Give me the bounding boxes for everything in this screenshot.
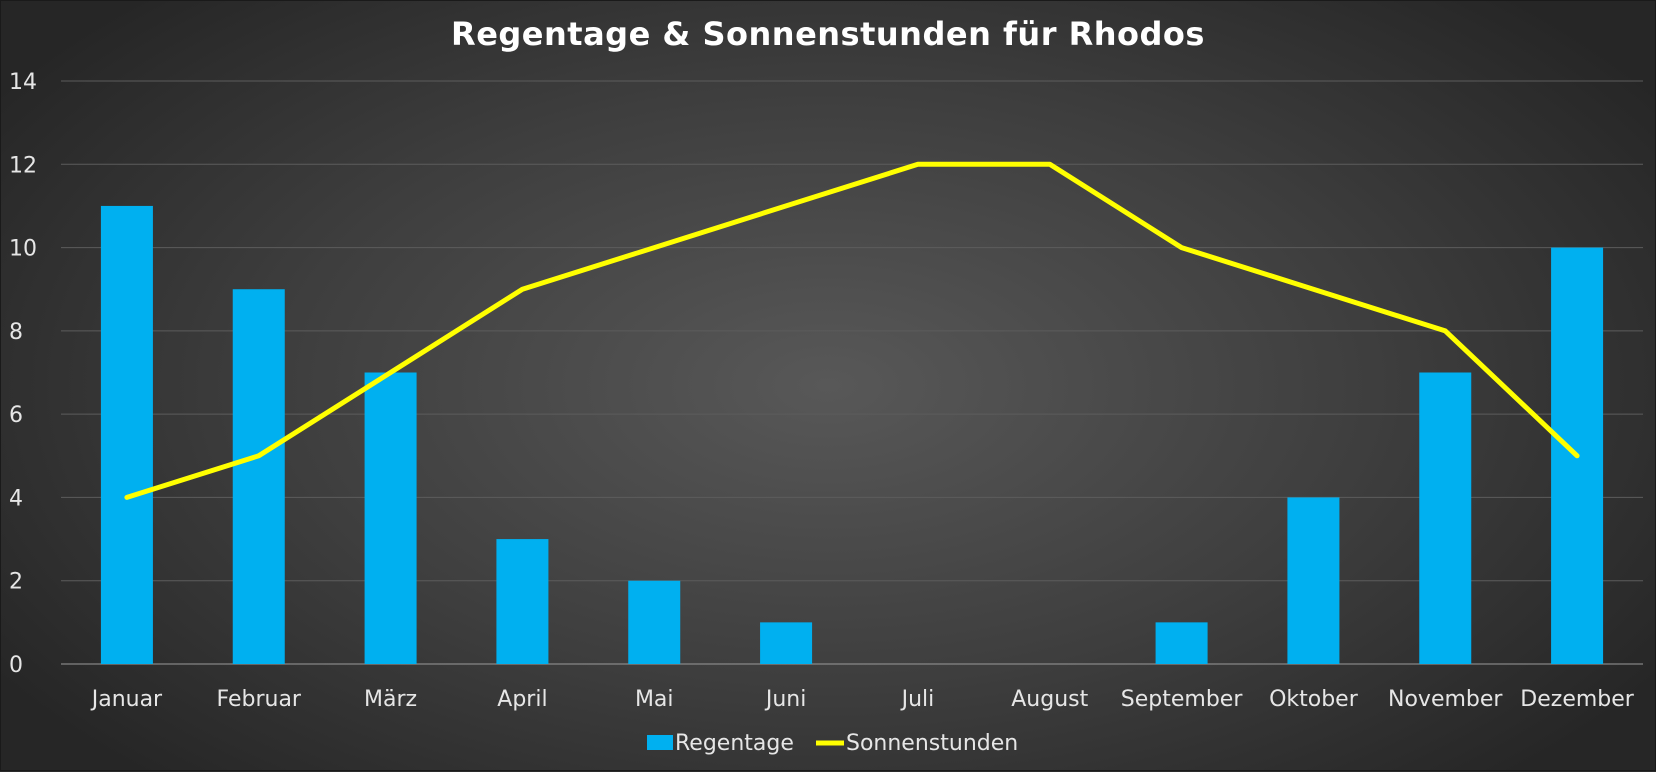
y-tick-label: 14 <box>9 70 37 95</box>
x-tick-label: Mai <box>635 687 674 712</box>
x-tick-label: August <box>1011 687 1088 712</box>
x-axis: Januar Februar März April Mai Juni Juli August S… <box>90 687 1635 712</box>
y-tick-label: 10 <box>9 237 37 262</box>
y-tick-label: 8 <box>9 320 23 345</box>
x-tick-label: Juni <box>764 687 807 712</box>
gridlines <box>61 81 1643 664</box>
bar-regentage <box>1419 373 1471 665</box>
bar-regentage <box>628 581 680 664</box>
y-axis: 0 2 4 6 8 10 12 14 <box>9 70 37 678</box>
legend: Regentage Sonnenstunden <box>647 731 1018 756</box>
legend-label-sonnenstunden: Sonnenstunden <box>846 731 1018 756</box>
x-tick-label: September <box>1121 687 1244 712</box>
y-tick-label: 12 <box>9 153 37 178</box>
bar-regentage <box>760 622 812 664</box>
bar-regentage <box>233 289 285 664</box>
bar-series <box>101 206 1603 664</box>
bar-regentage <box>1156 622 1208 664</box>
legend-label-regentage: Regentage <box>675 731 794 756</box>
y-tick-label: 4 <box>9 486 23 511</box>
y-tick-label: 6 <box>9 403 23 428</box>
x-tick-label: März <box>364 687 417 712</box>
x-tick-label: Februar <box>217 687 302 712</box>
y-tick-label: 2 <box>9 570 23 595</box>
x-tick-label: Dezember <box>1520 687 1634 712</box>
bar-regentage <box>496 539 548 664</box>
x-tick-label: Oktober <box>1269 687 1359 712</box>
legend-swatch-regentage <box>647 735 673 750</box>
x-tick-label: April <box>497 687 547 712</box>
x-tick-label: Juli <box>900 687 935 712</box>
bar-regentage <box>365 373 417 665</box>
x-tick-label: November <box>1388 687 1503 712</box>
bar-regentage <box>101 206 153 664</box>
y-tick-label: 0 <box>9 653 23 678</box>
x-tick-label: Januar <box>90 687 163 712</box>
bar-regentage <box>1287 497 1339 664</box>
